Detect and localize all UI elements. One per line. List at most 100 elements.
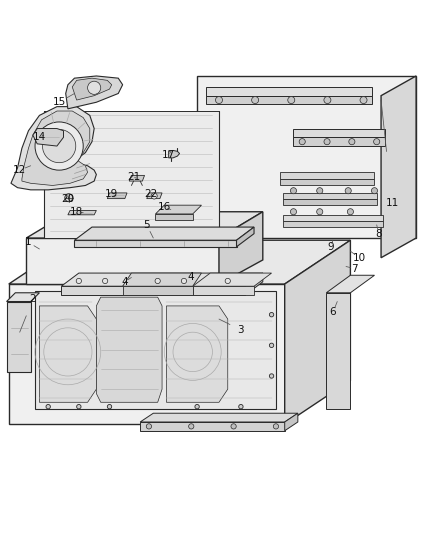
Polygon shape xyxy=(293,138,385,146)
Circle shape xyxy=(239,405,243,409)
Circle shape xyxy=(215,96,223,103)
Polygon shape xyxy=(44,111,219,238)
Circle shape xyxy=(347,209,353,215)
Polygon shape xyxy=(7,302,31,372)
Text: 20: 20 xyxy=(61,193,74,204)
Polygon shape xyxy=(245,273,263,295)
Polygon shape xyxy=(9,240,350,284)
Polygon shape xyxy=(123,273,201,286)
Circle shape xyxy=(76,278,81,284)
Polygon shape xyxy=(169,150,180,158)
Polygon shape xyxy=(9,284,285,424)
Circle shape xyxy=(65,194,73,201)
Polygon shape xyxy=(155,214,193,220)
Circle shape xyxy=(317,188,323,194)
Circle shape xyxy=(345,188,351,194)
Circle shape xyxy=(290,209,297,215)
Text: 3: 3 xyxy=(237,325,244,335)
Text: 12: 12 xyxy=(13,165,26,175)
Circle shape xyxy=(46,405,50,409)
Polygon shape xyxy=(285,240,350,424)
Polygon shape xyxy=(147,193,162,199)
Circle shape xyxy=(273,424,279,429)
Polygon shape xyxy=(381,76,416,258)
Polygon shape xyxy=(280,172,374,179)
Polygon shape xyxy=(283,193,377,199)
Circle shape xyxy=(35,122,83,170)
Circle shape xyxy=(151,193,157,199)
Polygon shape xyxy=(33,128,64,146)
Polygon shape xyxy=(68,211,96,215)
Polygon shape xyxy=(155,205,201,214)
Circle shape xyxy=(349,139,355,145)
Text: 11: 11 xyxy=(385,198,399,208)
Polygon shape xyxy=(96,297,162,402)
Circle shape xyxy=(231,424,236,429)
Polygon shape xyxy=(72,78,112,100)
Circle shape xyxy=(288,96,295,103)
Polygon shape xyxy=(293,128,385,138)
Polygon shape xyxy=(193,286,254,295)
Text: 15: 15 xyxy=(53,97,66,107)
Polygon shape xyxy=(26,238,219,284)
Polygon shape xyxy=(61,286,245,295)
Circle shape xyxy=(146,424,152,429)
Circle shape xyxy=(251,96,258,103)
Circle shape xyxy=(360,96,367,103)
Polygon shape xyxy=(206,96,372,104)
Circle shape xyxy=(107,405,112,409)
Text: 2: 2 xyxy=(29,294,36,304)
Polygon shape xyxy=(166,306,228,402)
Circle shape xyxy=(269,343,274,348)
Polygon shape xyxy=(193,273,272,286)
Circle shape xyxy=(324,139,330,145)
Polygon shape xyxy=(74,240,237,247)
Polygon shape xyxy=(39,306,96,402)
Polygon shape xyxy=(283,215,383,221)
Text: 8: 8 xyxy=(375,229,382,239)
Polygon shape xyxy=(197,76,416,238)
Text: 4: 4 xyxy=(121,277,128,287)
Text: 9: 9 xyxy=(327,242,334,252)
Polygon shape xyxy=(129,175,145,181)
Circle shape xyxy=(195,405,199,409)
Text: 1: 1 xyxy=(25,237,32,247)
Text: 16: 16 xyxy=(158,203,171,212)
Circle shape xyxy=(269,312,274,317)
Text: 19: 19 xyxy=(105,189,118,199)
Polygon shape xyxy=(107,193,127,199)
Text: 14: 14 xyxy=(33,132,46,142)
Circle shape xyxy=(290,188,297,194)
Polygon shape xyxy=(26,212,263,238)
Polygon shape xyxy=(74,227,254,240)
Polygon shape xyxy=(123,286,193,295)
Polygon shape xyxy=(140,422,285,431)
Circle shape xyxy=(102,278,108,284)
Circle shape xyxy=(225,278,230,284)
Text: 4: 4 xyxy=(187,272,194,282)
Polygon shape xyxy=(283,221,383,227)
Circle shape xyxy=(374,139,380,145)
Polygon shape xyxy=(66,76,123,109)
Circle shape xyxy=(317,209,323,215)
Polygon shape xyxy=(219,212,263,284)
Text: 7: 7 xyxy=(351,264,358,273)
Polygon shape xyxy=(7,293,39,302)
Polygon shape xyxy=(283,199,377,205)
Text: 10: 10 xyxy=(353,253,366,263)
Circle shape xyxy=(371,188,378,194)
Text: 5: 5 xyxy=(143,220,150,230)
Circle shape xyxy=(269,374,274,378)
Polygon shape xyxy=(237,227,254,247)
Text: 18: 18 xyxy=(70,207,83,217)
Polygon shape xyxy=(140,413,298,422)
Polygon shape xyxy=(280,179,374,185)
Circle shape xyxy=(189,424,194,429)
Circle shape xyxy=(42,130,76,163)
Polygon shape xyxy=(35,290,276,409)
Text: 22: 22 xyxy=(145,189,158,199)
Circle shape xyxy=(155,278,160,284)
Text: 21: 21 xyxy=(127,172,140,182)
Circle shape xyxy=(181,278,187,284)
Circle shape xyxy=(324,96,331,103)
